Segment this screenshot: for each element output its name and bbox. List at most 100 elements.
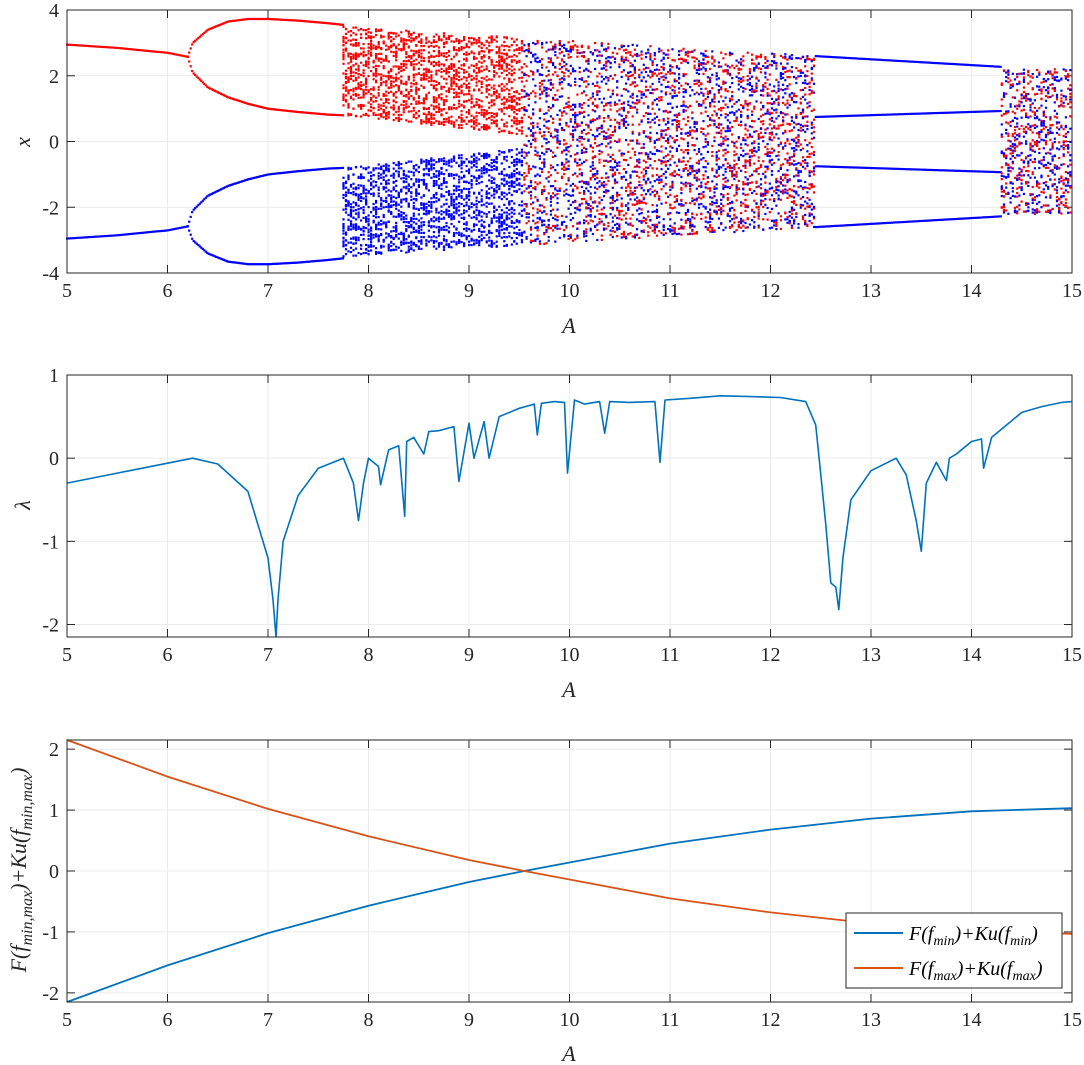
bifurcation-point — [478, 71, 481, 74]
bifurcation-point — [600, 208, 603, 211]
bifurcation-point — [278, 172, 281, 175]
bifurcation-point — [485, 184, 488, 188]
bifurcation-point — [475, 57, 478, 60]
bifurcation-point — [410, 39, 413, 42]
bifurcation-point — [422, 44, 425, 48]
bifurcation-point — [342, 241, 345, 244]
bifurcation-point — [468, 99, 471, 102]
bifurcation-point — [622, 102, 625, 105]
bifurcation-point — [405, 174, 408, 177]
bifurcation-point — [563, 234, 566, 237]
bifurcation-point — [455, 228, 458, 231]
bifurcation-point — [239, 262, 242, 265]
bifurcation-point — [556, 134, 559, 137]
bifurcation-point — [490, 158, 493, 161]
bifurcation-point — [334, 22, 337, 26]
bifurcation-point — [365, 29, 368, 32]
bifurcation-point — [520, 47, 523, 50]
bifurcation-point — [458, 231, 461, 234]
bifurcation-point — [344, 81, 348, 84]
bifurcation-point — [594, 110, 597, 113]
bifurcation-point — [437, 184, 441, 187]
bifurcation-point — [571, 108, 575, 111]
bifurcation-point — [485, 240, 488, 243]
bifurcation-point — [458, 60, 461, 63]
bifurcation-point — [323, 113, 326, 116]
bifurcation-point — [536, 154, 539, 157]
bifurcation-point — [607, 160, 610, 163]
bifurcation-point — [392, 92, 395, 95]
bifurcation-point — [314, 112, 317, 115]
bifurcation-point — [126, 233, 129, 236]
bifurcation-point — [480, 210, 483, 214]
bifurcation-point — [432, 163, 435, 166]
bifurcation-point — [218, 24, 221, 27]
bifurcation-point — [554, 98, 557, 101]
bifurcation-point — [352, 93, 355, 96]
bifurcation-point — [354, 203, 358, 207]
bifurcation-point — [440, 108, 443, 111]
bifurcation-point — [124, 233, 127, 236]
bifurcation-point — [478, 51, 481, 54]
bifurcation-point — [221, 187, 224, 190]
bifurcation-point — [485, 167, 488, 171]
bifurcation-point — [402, 82, 405, 85]
bifurcation-point — [360, 81, 363, 84]
bifurcation-point — [344, 239, 348, 242]
bifurcation-point — [290, 261, 293, 264]
bifurcation-point — [558, 123, 561, 126]
bifurcation-point — [367, 89, 370, 92]
bifurcation-point — [465, 99, 468, 103]
bifurcation-point — [447, 54, 451, 57]
bifurcation-point — [480, 113, 483, 117]
bifurcation-point — [275, 108, 278, 111]
bifurcation-point — [425, 187, 428, 190]
bifurcation-point — [495, 89, 498, 92]
bifurcation-point — [385, 57, 388, 60]
bifurcation-point — [417, 54, 420, 57]
bifurcation-point — [547, 61, 550, 64]
bifurcation-point — [390, 240, 393, 243]
bifurcation-point — [574, 200, 577, 204]
bifurcation-point — [354, 194, 358, 197]
bifurcation-point — [377, 94, 380, 97]
bifurcation-point — [470, 155, 473, 158]
bifurcation-point — [377, 186, 380, 189]
bifurcation-point — [475, 206, 478, 209]
bifurcation-point — [450, 87, 453, 90]
bifurcation-point — [203, 249, 206, 252]
bifurcation-point — [365, 251, 368, 255]
bifurcation-point — [352, 64, 355, 67]
bifurcation-point — [349, 75, 353, 78]
bifurcation-point — [395, 207, 398, 210]
bifurcation-point — [532, 71, 535, 74]
bifurcation-point — [571, 194, 575, 197]
bifurcation-point — [308, 111, 311, 115]
bifurcation-point — [463, 106, 466, 109]
bifurcation-point — [392, 226, 395, 229]
bifurcation-point — [602, 227, 606, 230]
bifurcation-point — [236, 181, 239, 184]
bifurcation-point — [463, 217, 466, 221]
bifurcation-point — [437, 82, 441, 85]
bifurcation-point — [556, 98, 559, 101]
bifurcation-point — [342, 104, 345, 107]
bifurcation-point — [547, 130, 550, 133]
bifurcation-point — [427, 240, 430, 243]
bifurcation-point — [380, 29, 383, 32]
bifurcation-point — [495, 52, 498, 55]
bifurcation-point — [390, 236, 393, 239]
bifurcation-point — [455, 68, 458, 71]
bifurcation-point — [437, 217, 441, 220]
bifurcation-point — [463, 211, 466, 215]
bifurcation-point — [470, 166, 473, 169]
bifurcation-point — [545, 120, 548, 123]
bifurcation-point — [417, 102, 420, 105]
bifurcation-point — [622, 117, 625, 121]
bifurcation-point — [515, 109, 518, 112]
bifurcation-point — [203, 198, 206, 201]
bifurcation-point — [589, 192, 592, 195]
bifurcation-point — [390, 200, 393, 203]
bifurcation-point — [515, 113, 518, 116]
bifurcation-point — [405, 161, 408, 164]
